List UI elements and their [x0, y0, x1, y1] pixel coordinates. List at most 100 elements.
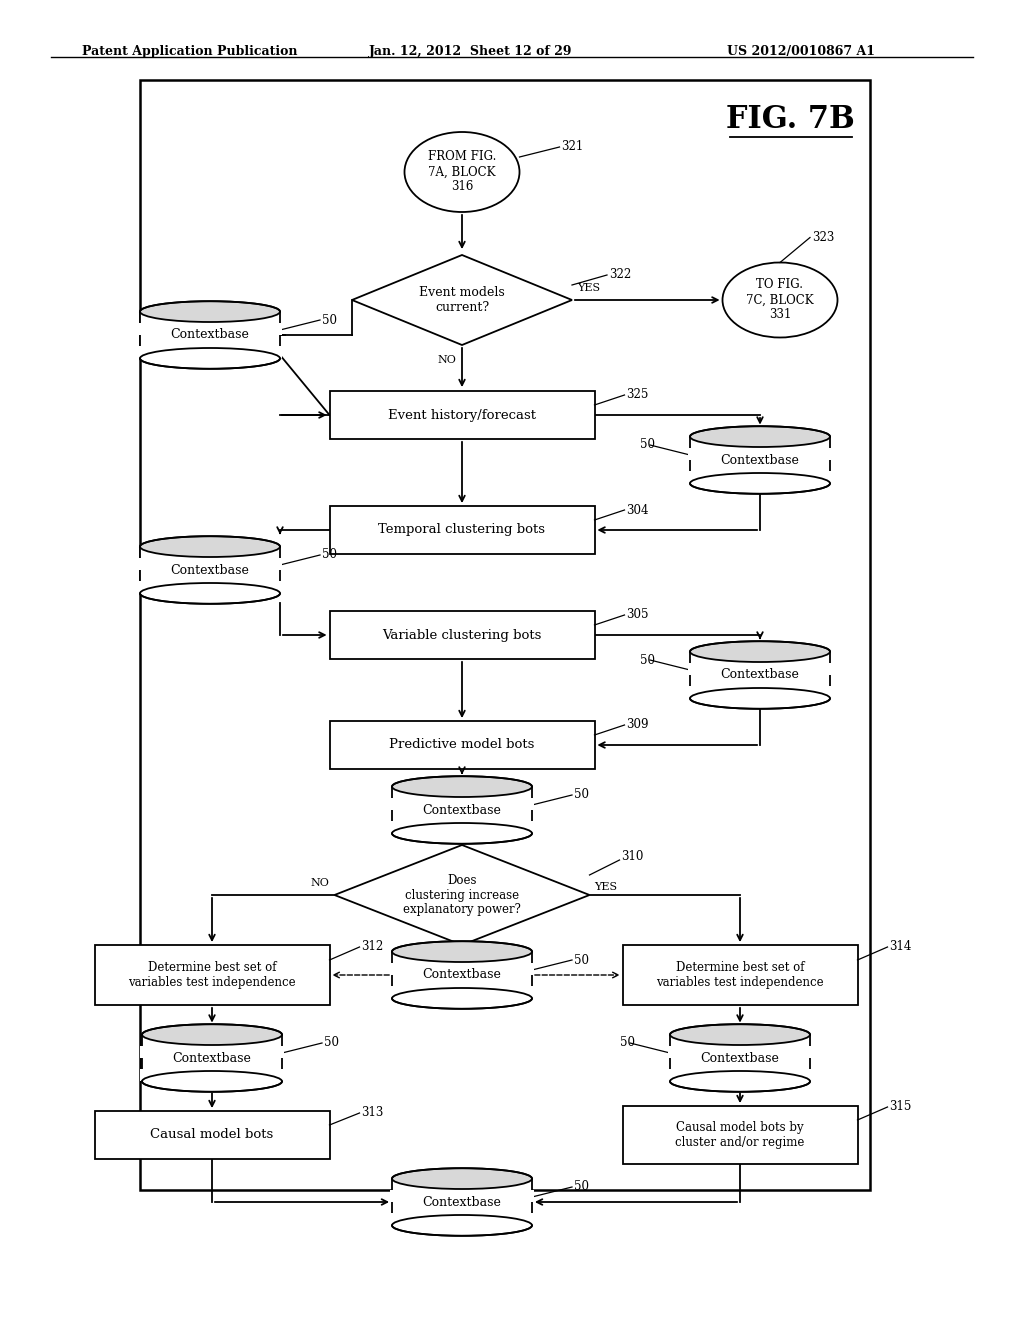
- FancyBboxPatch shape: [140, 1045, 284, 1059]
- Text: Does
clustering increase
explanatory power?: Does clustering increase explanatory pow…: [403, 874, 521, 916]
- Text: 50: 50: [322, 314, 337, 326]
- Text: Jan. 12, 2012  Sheet 12 of 29: Jan. 12, 2012 Sheet 12 of 29: [369, 45, 572, 58]
- FancyBboxPatch shape: [690, 437, 830, 483]
- Text: 50: 50: [640, 438, 655, 451]
- Ellipse shape: [690, 473, 830, 494]
- Ellipse shape: [392, 987, 532, 1008]
- FancyBboxPatch shape: [688, 686, 831, 698]
- Text: TO FIG.
7C, BLOCK
331: TO FIG. 7C, BLOCK 331: [746, 279, 814, 322]
- Text: Patent Application Publication: Patent Application Publication: [82, 45, 297, 58]
- Text: Causal model bots: Causal model bots: [151, 1129, 273, 1142]
- FancyBboxPatch shape: [390, 986, 534, 998]
- FancyBboxPatch shape: [140, 546, 280, 594]
- Text: Contextbase: Contextbase: [721, 668, 800, 681]
- Ellipse shape: [392, 1168, 532, 1189]
- Text: Contextbase: Contextbase: [423, 969, 502, 982]
- Ellipse shape: [392, 822, 532, 843]
- Ellipse shape: [723, 263, 838, 338]
- Ellipse shape: [140, 348, 280, 368]
- Text: 305: 305: [627, 609, 649, 622]
- Text: 315: 315: [890, 1101, 912, 1114]
- Ellipse shape: [142, 1071, 282, 1092]
- FancyBboxPatch shape: [330, 391, 595, 440]
- Text: 50: 50: [574, 953, 589, 966]
- Ellipse shape: [392, 941, 532, 962]
- FancyBboxPatch shape: [668, 1069, 812, 1081]
- Ellipse shape: [690, 426, 830, 447]
- Text: 313: 313: [361, 1106, 384, 1119]
- Text: Event models
current?: Event models current?: [419, 286, 505, 314]
- Ellipse shape: [670, 1024, 810, 1045]
- Text: Contextbase: Contextbase: [423, 804, 502, 817]
- FancyBboxPatch shape: [670, 1035, 810, 1081]
- FancyBboxPatch shape: [392, 1179, 532, 1225]
- FancyBboxPatch shape: [94, 1111, 330, 1159]
- Text: 310: 310: [622, 850, 644, 863]
- FancyBboxPatch shape: [94, 945, 330, 1005]
- Text: 50: 50: [620, 1036, 635, 1049]
- Text: Contextbase: Contextbase: [423, 1196, 502, 1209]
- FancyBboxPatch shape: [392, 952, 532, 998]
- FancyBboxPatch shape: [330, 721, 595, 770]
- Text: NO: NO: [437, 355, 457, 366]
- FancyBboxPatch shape: [390, 821, 534, 833]
- Text: Event history/forecast: Event history/forecast: [388, 408, 536, 421]
- FancyBboxPatch shape: [688, 663, 831, 675]
- Ellipse shape: [690, 642, 830, 663]
- Text: 321: 321: [561, 140, 584, 153]
- Polygon shape: [352, 255, 572, 345]
- Text: Predictive model bots: Predictive model bots: [389, 738, 535, 751]
- FancyBboxPatch shape: [138, 346, 282, 359]
- Ellipse shape: [142, 1024, 282, 1045]
- Text: Contextbase: Contextbase: [721, 454, 800, 466]
- FancyBboxPatch shape: [330, 611, 595, 659]
- Ellipse shape: [690, 688, 830, 709]
- Text: NO: NO: [310, 878, 330, 888]
- FancyBboxPatch shape: [140, 312, 280, 359]
- Text: FROM FIG.
7A, BLOCK
316: FROM FIG. 7A, BLOCK 316: [428, 150, 497, 194]
- Text: Contextbase: Contextbase: [700, 1052, 779, 1064]
- Text: 50: 50: [322, 549, 337, 561]
- Text: Causal model bots by
cluster and/or regime: Causal model bots by cluster and/or regi…: [675, 1121, 805, 1148]
- FancyBboxPatch shape: [623, 1106, 857, 1164]
- FancyBboxPatch shape: [140, 1069, 284, 1081]
- Text: Temporal clustering bots: Temporal clustering bots: [379, 524, 546, 536]
- Ellipse shape: [140, 583, 280, 603]
- FancyBboxPatch shape: [390, 962, 534, 975]
- Text: YES: YES: [577, 282, 600, 293]
- Text: 50: 50: [640, 653, 655, 667]
- Text: Contextbase: Contextbase: [171, 329, 250, 342]
- Text: FIG. 7B: FIG. 7B: [726, 104, 854, 136]
- Polygon shape: [335, 845, 590, 945]
- FancyBboxPatch shape: [623, 945, 857, 1005]
- FancyBboxPatch shape: [390, 1213, 534, 1225]
- FancyBboxPatch shape: [688, 447, 831, 459]
- Ellipse shape: [392, 1214, 532, 1236]
- FancyBboxPatch shape: [142, 1035, 282, 1081]
- Text: 322: 322: [609, 268, 631, 281]
- Text: 50: 50: [574, 1180, 589, 1193]
- Text: Contextbase: Contextbase: [171, 564, 250, 577]
- FancyBboxPatch shape: [138, 581, 282, 594]
- Text: Determine best set of
variables test independence: Determine best set of variables test ind…: [656, 961, 824, 989]
- FancyBboxPatch shape: [390, 797, 534, 810]
- Text: 50: 50: [324, 1036, 339, 1049]
- Text: Contextbase: Contextbase: [173, 1052, 252, 1064]
- FancyBboxPatch shape: [138, 557, 282, 570]
- Text: 304: 304: [627, 503, 649, 516]
- Text: 312: 312: [361, 940, 384, 953]
- Ellipse shape: [404, 132, 519, 213]
- Text: Variable clustering bots: Variable clustering bots: [382, 628, 542, 642]
- Text: US 2012/0010867 A1: US 2012/0010867 A1: [727, 45, 876, 58]
- Text: Determine best set of
variables test independence: Determine best set of variables test ind…: [128, 961, 296, 989]
- Ellipse shape: [140, 536, 280, 557]
- Ellipse shape: [670, 1071, 810, 1092]
- FancyBboxPatch shape: [392, 787, 532, 833]
- Text: 314: 314: [890, 940, 912, 953]
- FancyBboxPatch shape: [330, 506, 595, 554]
- Text: 325: 325: [627, 388, 649, 401]
- Text: 323: 323: [812, 231, 835, 244]
- Ellipse shape: [140, 301, 280, 322]
- Ellipse shape: [392, 776, 532, 797]
- FancyBboxPatch shape: [668, 1045, 812, 1059]
